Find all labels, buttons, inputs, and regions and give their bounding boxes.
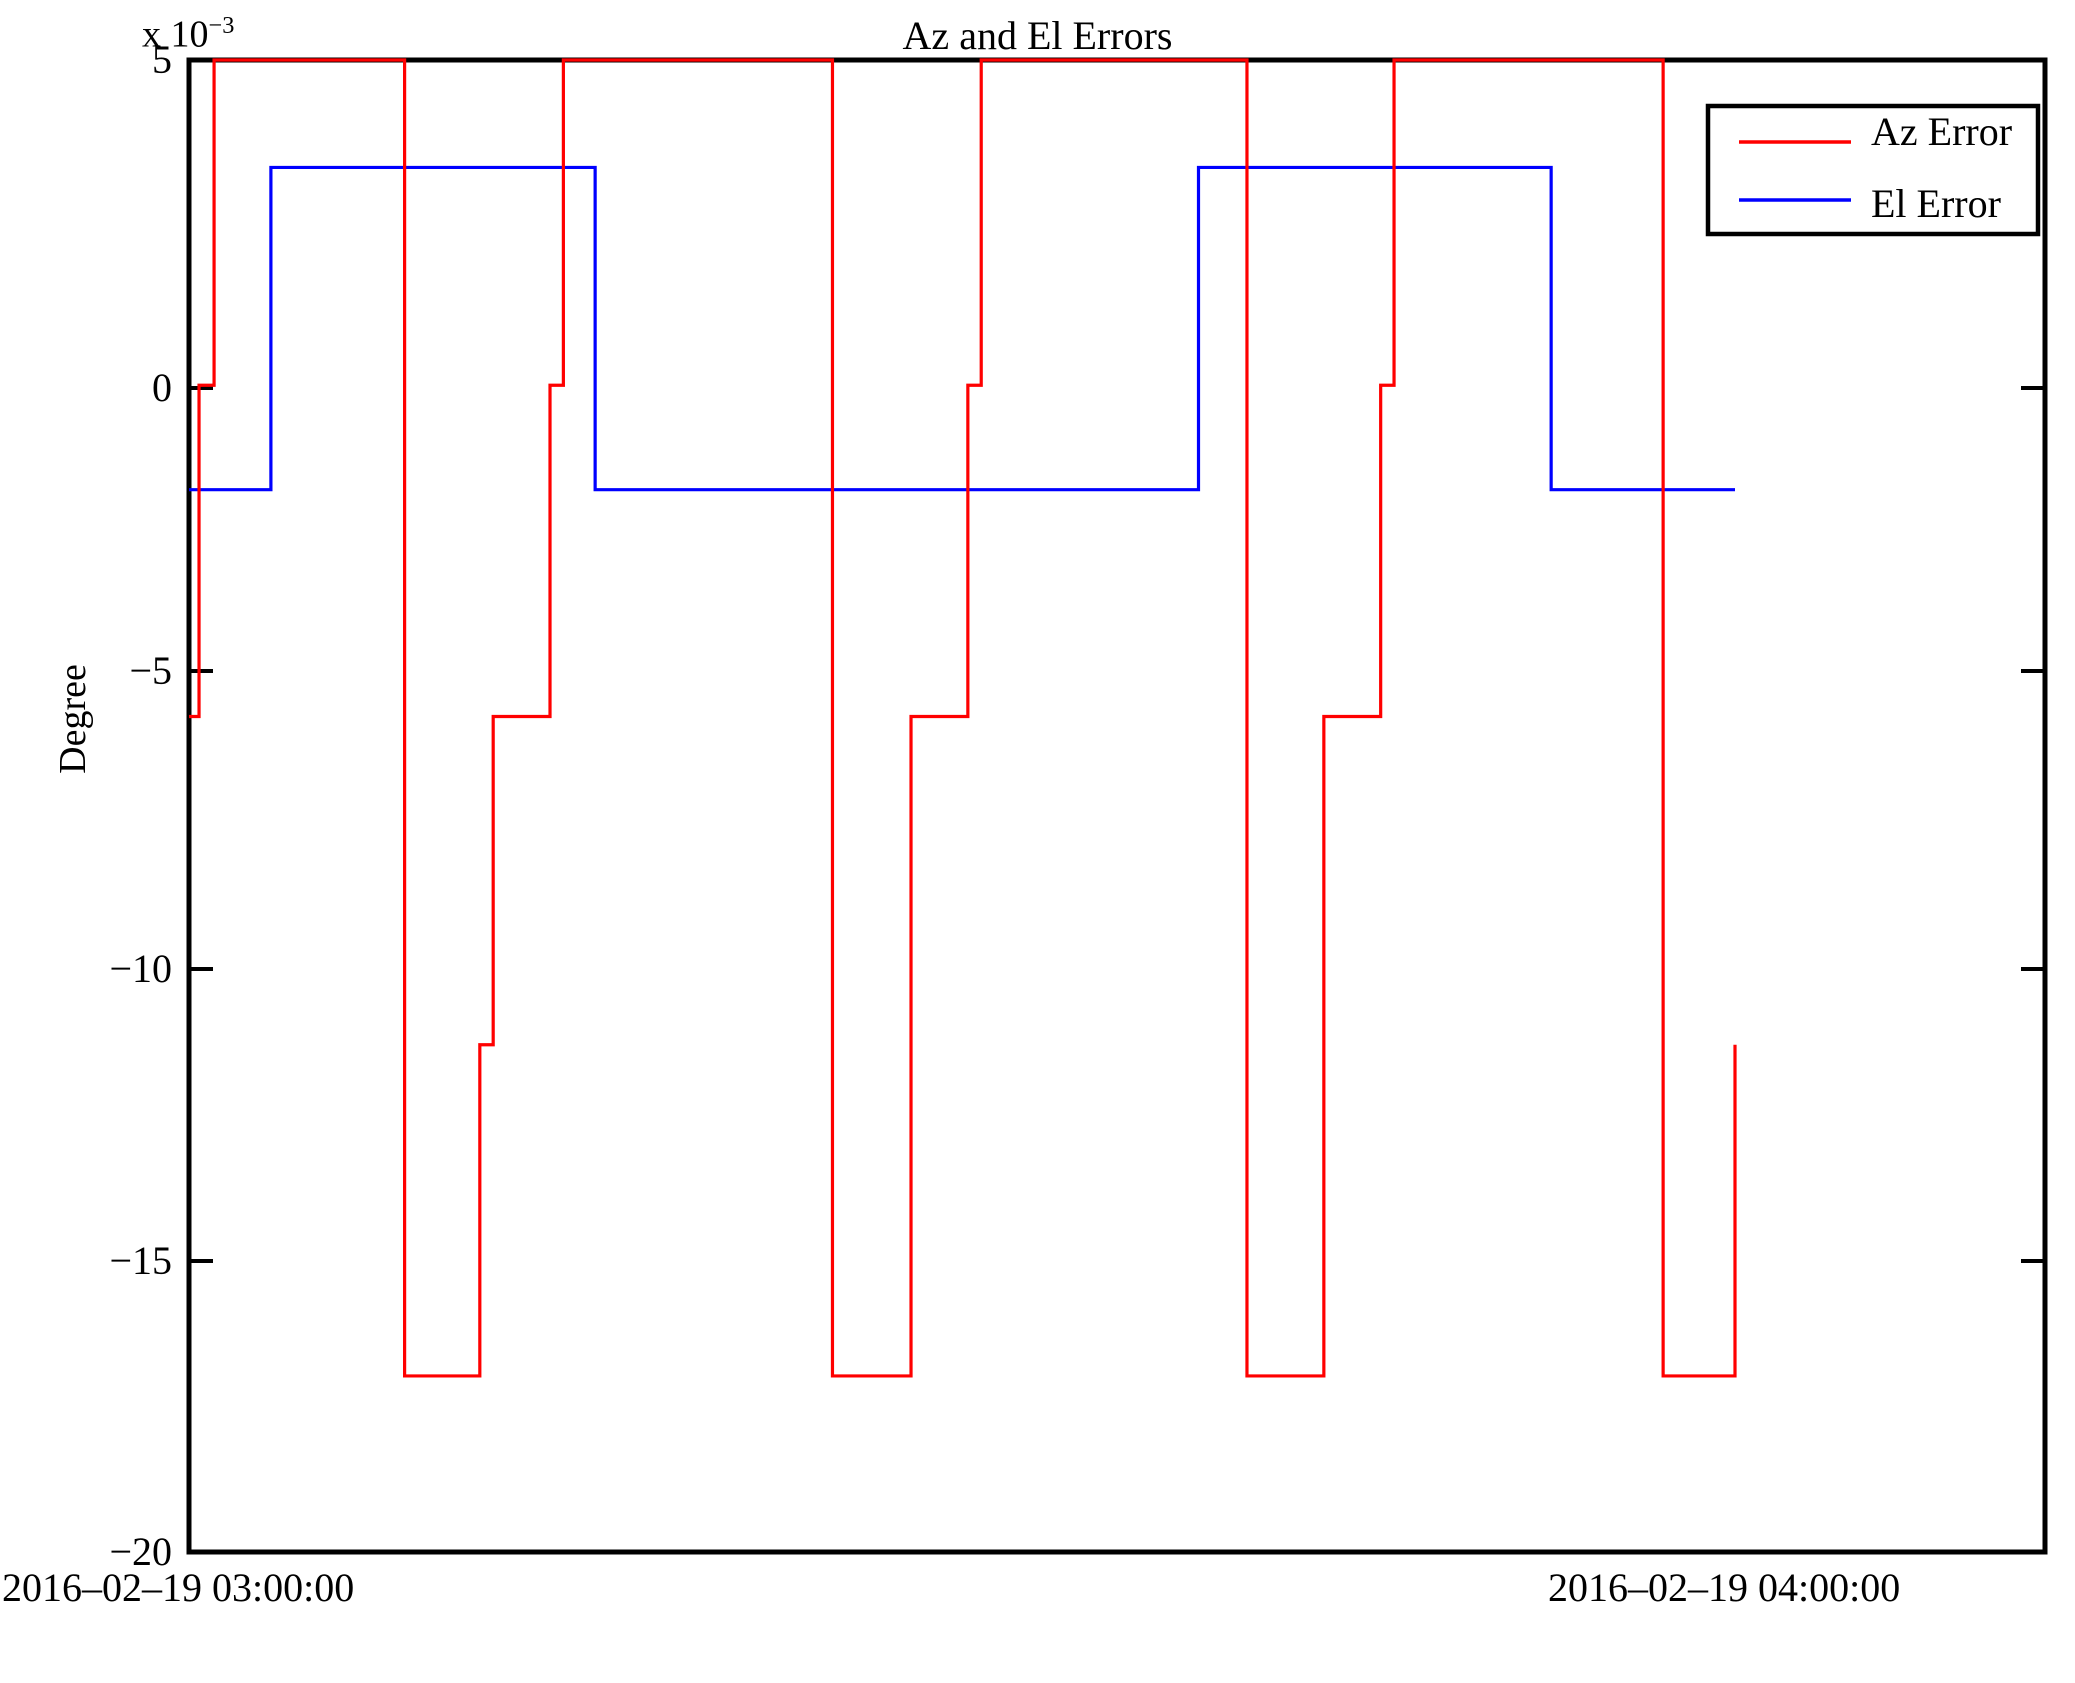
- series-el-error: [189, 165, 1735, 492]
- y-axis-label: Degree: [51, 664, 94, 774]
- axis-spines: [186, 57, 2048, 1555]
- y-tick-label-m15: −15: [109, 1238, 172, 1283]
- y-axis-exponent-superscript: −3: [208, 12, 235, 39]
- y-tick-marks: [189, 58, 213, 1554]
- legend-label-az-error: Az Error: [1871, 109, 2013, 154]
- x-tick-label-start: 2016–02–19 03:00:00: [2, 1565, 355, 1610]
- y-tick-label-m5: −5: [129, 648, 172, 693]
- y-tick-label-m10: −10: [109, 946, 172, 991]
- series-az-error: [189, 58, 1737, 1378]
- y-tick-label-5: 5: [152, 37, 172, 82]
- y-tick-label-0: 0: [152, 365, 172, 410]
- x-tick-label-end: 2016–02–19 04:00:00: [1548, 1565, 1901, 1610]
- legend-label-el-error: El Error: [1871, 181, 2001, 226]
- y-axis-exponent-label: x 10−3: [142, 12, 235, 56]
- y-axis-exponent-prefix: x 10: [142, 13, 209, 56]
- y-tick-label-m20: −20: [109, 1529, 172, 1574]
- y-tick-labels: 5 0 −5 −10 −15 −20: [0, 0, 172, 1683]
- y-tick-marks-right: [2021, 386, 2045, 1263]
- chart-title: Az and El Errors: [902, 13, 1173, 58]
- legend-box: [1705, 103, 2041, 237]
- legend[interactable]: [1705, 103, 2041, 237]
